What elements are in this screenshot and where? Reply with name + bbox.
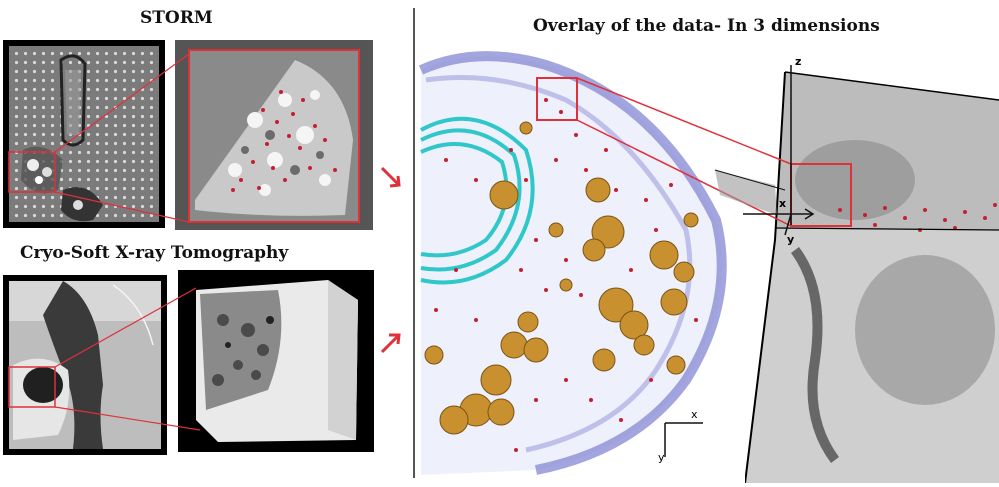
axes-indicator-right: z x y xyxy=(743,55,815,246)
connector-lines-right xyxy=(576,77,792,227)
axes-indicator-bottom: x y xyxy=(658,408,703,464)
arrow-icon xyxy=(380,333,401,354)
overlay-3d-rendering xyxy=(416,40,751,480)
cryo-volume-image xyxy=(178,270,374,452)
overlay-title: Overlay of the data- In 3 dimensions xyxy=(533,16,880,36)
axis-label-x: x xyxy=(779,197,786,210)
storm-title: STORM xyxy=(140,8,213,28)
cryo-title: Cryo-Soft X-ray Tomography xyxy=(20,243,289,263)
cryo-overview-image xyxy=(3,275,167,455)
storm-zoom-image xyxy=(175,40,373,230)
tomography-slice-image xyxy=(744,60,999,484)
storm-overview-image xyxy=(3,40,165,228)
arrow-icon xyxy=(380,166,401,188)
connector-lines-left xyxy=(54,53,401,431)
axis-label-z: z xyxy=(795,55,801,68)
axis-label-y: y xyxy=(787,233,794,246)
axis-label-y: y xyxy=(658,451,665,464)
panel-divider xyxy=(413,8,415,478)
axis-label-x: x xyxy=(691,408,698,421)
